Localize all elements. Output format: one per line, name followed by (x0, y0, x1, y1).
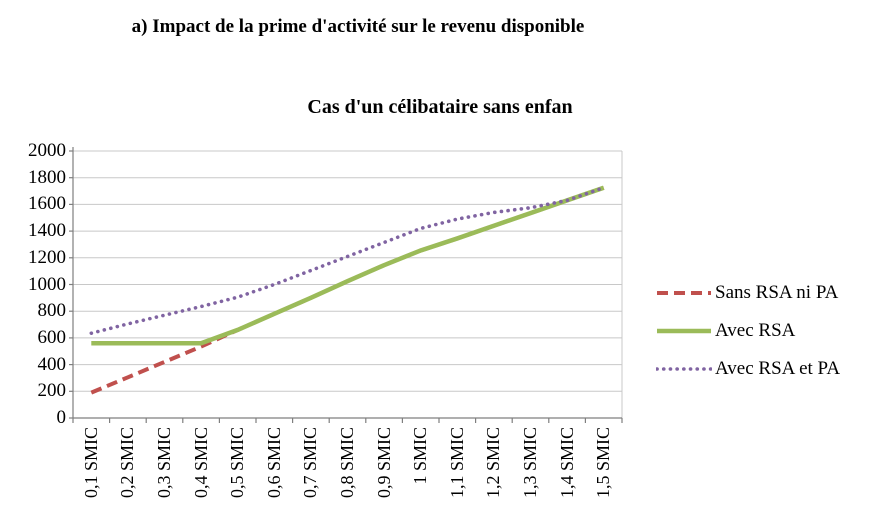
x-axis-label: 1,5 SMIC (593, 427, 614, 499)
x-axis-label: 0,5 SMIC (227, 427, 248, 499)
legend-swatch-solid-line (657, 328, 711, 334)
x-axis-label: 1,2 SMIC (483, 427, 504, 499)
x-axis-label: 0,4 SMIC (190, 427, 211, 499)
y-axis-label: 800 (37, 300, 67, 322)
x-axis-label: 0,7 SMIC (300, 427, 321, 499)
x-axis-label: 1,3 SMIC (520, 427, 540, 499)
legend: Sans RSA ni PA Avec RSA Avec RSA et PA (656, 274, 840, 388)
legend-swatch-dashed-line (657, 291, 711, 295)
y-axis-label: 400 (37, 353, 67, 375)
legend-item: Avec RSA (656, 312, 840, 350)
series-line-avec-rsa-et-pa (89, 185, 606, 336)
y-axis-label: 1200 (28, 246, 66, 268)
y-axis-label: 1600 (28, 193, 66, 215)
x-axis-label: 0,2 SMIC (117, 427, 138, 499)
legend-label: Sans RSA ni PA (715, 282, 839, 303)
x-axis-label: 0,9 SMIC (373, 427, 394, 499)
x-axis-label: 1,1 SMIC (446, 427, 467, 499)
y-axis-label: 1400 (28, 220, 66, 242)
chart-subtitle: Cas d'un célibataire sans enfan (307, 96, 573, 118)
legend-label: Avec RSA (715, 320, 796, 341)
y-axis-label: 2000 (28, 140, 66, 161)
series-line-sans-rsa-ni-pa (90, 185, 605, 395)
legend-item: Avec RSA et PA (656, 350, 840, 388)
y-axis-label: 600 (37, 326, 67, 348)
legend-label: Avec RSA et PA (715, 358, 841, 379)
y-axis-label: 200 (37, 380, 67, 402)
x-axis-label: 0,8 SMIC (337, 427, 357, 499)
legend-item: Sans RSA ni PA (656, 274, 840, 312)
y-axis-label: 0 (56, 407, 67, 428)
legend-swatch-dotted-line (656, 367, 712, 371)
y-axis-label: 1800 (28, 166, 66, 188)
x-axis-label: 0,3 SMIC (154, 427, 174, 499)
x-axis-label: 1 SMIC (410, 427, 431, 485)
x-axis-label: 1,4 SMIC (556, 427, 577, 499)
chart-title: a) Impact de la prime d'activité sur le … (131, 16, 585, 37)
x-axis-label: 0,1 SMIC (80, 427, 101, 499)
series-line-avec-rsa (91, 185, 605, 346)
x-axis-label: 0,6 SMIC (263, 427, 284, 499)
y-axis-label: 1000 (28, 273, 66, 295)
